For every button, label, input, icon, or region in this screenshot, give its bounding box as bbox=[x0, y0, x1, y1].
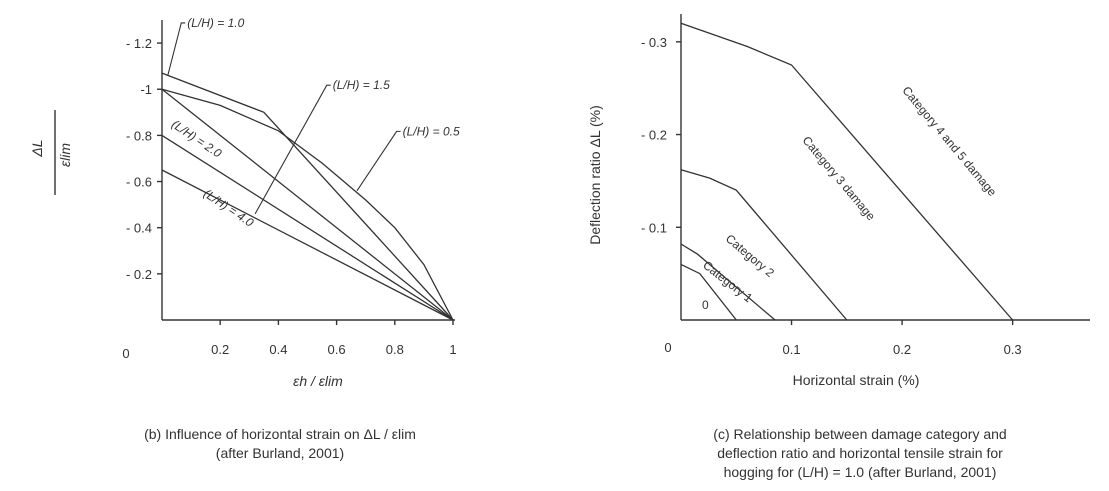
b-y-tick-label: - 0.8 bbox=[126, 128, 152, 143]
caption-c-line3: hogging for (L/H) = 1.0 (after Burland, … bbox=[723, 464, 997, 480]
caption-c-line2: deflection ratio and horizontal tensile … bbox=[717, 445, 1003, 461]
b-series-label: (L/H) = 1.5 bbox=[333, 78, 390, 92]
b-series-line bbox=[161, 88, 454, 321]
c-damage-boundary bbox=[680, 243, 776, 321]
c-ylabel: Deflection ratio ΔL (%) bbox=[587, 105, 603, 245]
b-series-label: (L/H) = 4.0 bbox=[201, 186, 256, 230]
c-y-tick-label: - 0.2 bbox=[641, 128, 667, 143]
b-origin-label: 0 bbox=[122, 346, 129, 361]
c-region-label: Category 2 bbox=[723, 232, 777, 281]
b-x-tick-label: 0.4 bbox=[269, 342, 287, 357]
c-x-tick-label: 0.1 bbox=[783, 342, 801, 357]
c-xlabel: Horizontal strain (%) bbox=[793, 372, 920, 388]
caption-b-line2: (after Burland, 2001) bbox=[215, 445, 345, 461]
b-xlabel: εh / εlim bbox=[293, 373, 343, 389]
caption-b-line1: (b) Influence of horizontal strain on ΔL… bbox=[144, 426, 416, 442]
b-y-tick-label: - 0.4 bbox=[126, 221, 152, 236]
b-series-line bbox=[161, 134, 454, 321]
b-series-line bbox=[161, 88, 454, 321]
b-series-line bbox=[161, 72, 454, 321]
b-y-tick-label: - 1.2 bbox=[126, 36, 152, 51]
c-damage-boundary bbox=[680, 22, 1014, 321]
b-y-tick-label: - 0.2 bbox=[126, 267, 152, 282]
c-damage-boundary bbox=[680, 169, 848, 321]
b-ylabel-denominator: εlim bbox=[57, 143, 73, 167]
b-label-leader bbox=[356, 130, 401, 192]
caption-c-line1: (c) Relationship between damage category… bbox=[713, 426, 1007, 442]
b-y-tick-label: -1 bbox=[140, 82, 152, 97]
c-y-tick-label: - 0.1 bbox=[641, 220, 667, 235]
b-x-tick-label: 0.2 bbox=[211, 342, 229, 357]
b-series-label: (L/H) = 1.0 bbox=[187, 16, 244, 30]
b-x-tick-label: 0.6 bbox=[328, 342, 346, 357]
b-label-leader bbox=[167, 22, 186, 76]
c-x-tick-label: 0.3 bbox=[1004, 342, 1022, 357]
c-region-label: Category 3 damage bbox=[800, 133, 879, 223]
caption-c: (c) Relationship between damage category… bbox=[640, 425, 1080, 482]
b-x-tick-label: 1 bbox=[449, 342, 456, 357]
c-x-tick-label: 0.2 bbox=[893, 342, 911, 357]
b-series-line bbox=[161, 169, 454, 321]
c-region-label: 0 bbox=[702, 298, 709, 312]
b-series-label: (L/H) = 2.0 bbox=[169, 117, 224, 161]
b-label-leader bbox=[254, 84, 331, 215]
b-x-tick-label: 0.8 bbox=[386, 342, 404, 357]
b-series-label: (L/H) = 0.5 bbox=[403, 124, 460, 138]
c-region-label: Category 4 and 5 damage bbox=[899, 84, 999, 200]
b-ylabel-numerator: ΔL bbox=[29, 139, 45, 157]
caption-b: (b) Influence of horizontal strain on ΔL… bbox=[40, 425, 520, 463]
c-y-tick-label: - 0.3 bbox=[641, 35, 667, 50]
b-y-tick-label: - 0.6 bbox=[126, 175, 152, 190]
c-origin-label: 0 bbox=[664, 340, 671, 355]
c-damage-boundary bbox=[680, 263, 737, 321]
